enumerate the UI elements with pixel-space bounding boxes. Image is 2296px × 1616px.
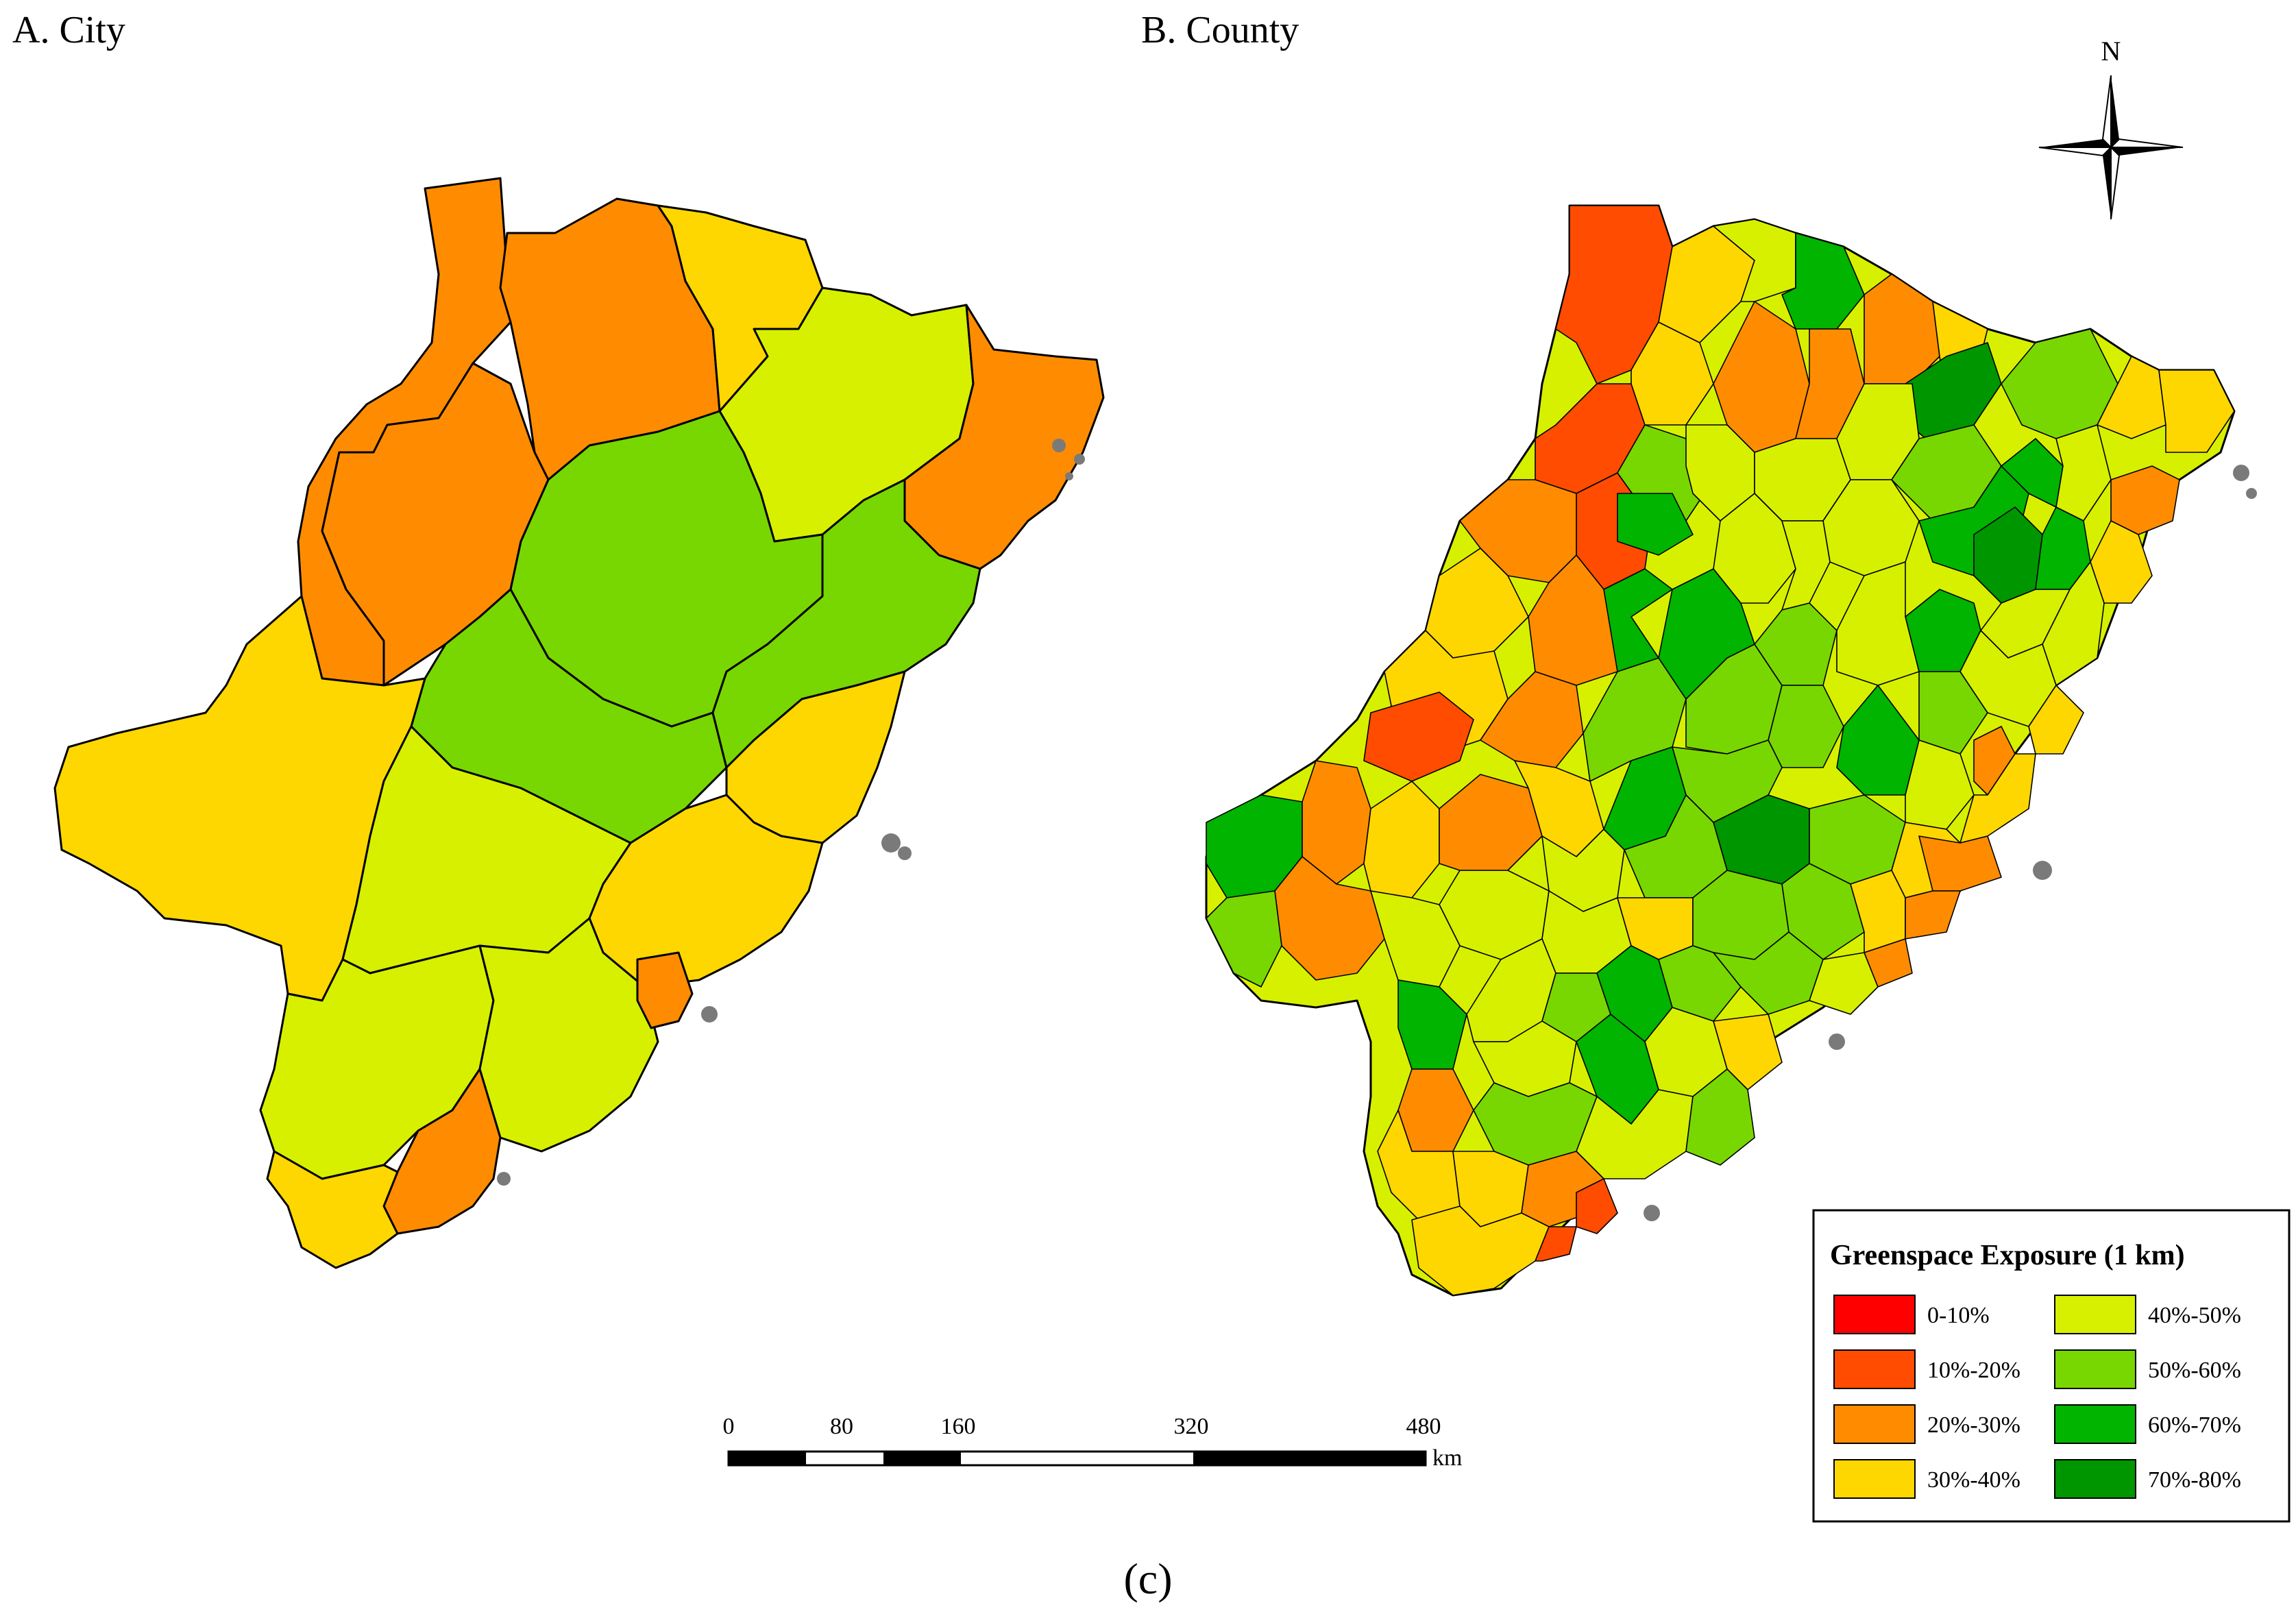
county-region xyxy=(1809,952,1879,1015)
county-region xyxy=(1617,493,1694,556)
city-region xyxy=(903,304,1105,570)
scale-tick-160: 160 xyxy=(941,1414,976,1439)
county-region xyxy=(2028,685,2084,755)
county-map xyxy=(1205,204,2257,1297)
county-region xyxy=(1439,774,1543,871)
county-region xyxy=(1713,493,1796,604)
legend-swatch xyxy=(1833,1459,1916,1499)
legend-swatch xyxy=(2054,1295,2136,1334)
coastal-islands xyxy=(1644,465,2257,1221)
city-region xyxy=(266,1150,399,1269)
city-region xyxy=(53,595,426,1002)
county-region xyxy=(1535,1226,1577,1262)
legend: Greenspace Exposure (1 km) 0-10% 10%-20% 2… xyxy=(1812,1209,2291,1523)
county-region xyxy=(1576,1178,1618,1234)
legend-swatch xyxy=(1833,1349,1916,1389)
legend-swatch xyxy=(2054,1349,2136,1389)
figure-caption: (c) xyxy=(1123,1554,1172,1603)
legend-label: 0-10% xyxy=(1927,1303,1990,1328)
scale-unit: km xyxy=(1432,1445,1462,1471)
county-region xyxy=(1363,691,1474,782)
county-region xyxy=(1713,1014,1783,1090)
scale-tick-80: 80 xyxy=(830,1414,853,1439)
legend-label: 70%-80% xyxy=(2148,1467,2241,1493)
county-region xyxy=(1685,1068,1755,1166)
city-region xyxy=(636,951,694,1029)
scale-bar: 0 80 160 320 480 km xyxy=(723,1414,1463,1471)
scale-tick-480: 480 xyxy=(1406,1414,1441,1439)
county-region xyxy=(1918,835,2002,892)
legend-swatch xyxy=(1833,1295,1916,1334)
county-region xyxy=(1555,205,1673,384)
county-region xyxy=(2110,465,2180,535)
county-region xyxy=(2158,369,2235,453)
legend-label: 20%-30% xyxy=(1927,1412,2020,1438)
county-region xyxy=(1959,630,2057,727)
legend-swatch xyxy=(2054,1404,2136,1444)
legend-label: 50%-60% xyxy=(2148,1358,2241,1383)
legend-label: 30%-40% xyxy=(1927,1467,2020,1493)
legend-label: 60%-70% xyxy=(2148,1412,2241,1438)
coastal-islands xyxy=(497,439,1085,1186)
north-arrow-icon xyxy=(2038,75,2184,220)
county-region xyxy=(1864,273,1940,384)
scale-tick-320: 320 xyxy=(1174,1414,1209,1439)
legend-swatch xyxy=(2054,1459,2136,1499)
north-label: N xyxy=(2101,36,2121,66)
county-region xyxy=(1713,219,1796,302)
county-region xyxy=(1864,938,1913,988)
legend-title: Greenspace Exposure (1 km) xyxy=(1830,1240,2185,1271)
panel-title-city: A. City xyxy=(12,9,125,51)
legend-label: 10%-20% xyxy=(1927,1358,2020,1383)
city-map xyxy=(53,177,1105,1269)
county-region xyxy=(1905,890,1961,940)
panel-title-county: B. County xyxy=(1141,9,1299,51)
county-region xyxy=(1836,561,1920,686)
scale-tick-0: 0 xyxy=(723,1414,735,1439)
legend-label: 40%-50% xyxy=(2148,1303,2241,1328)
county-region xyxy=(1822,479,1920,576)
county-region xyxy=(1480,671,1584,768)
legend-swatch xyxy=(1833,1404,1916,1444)
county-region xyxy=(1918,671,1988,755)
north-arrow: N xyxy=(2038,36,2184,220)
county-region xyxy=(1206,890,1282,988)
